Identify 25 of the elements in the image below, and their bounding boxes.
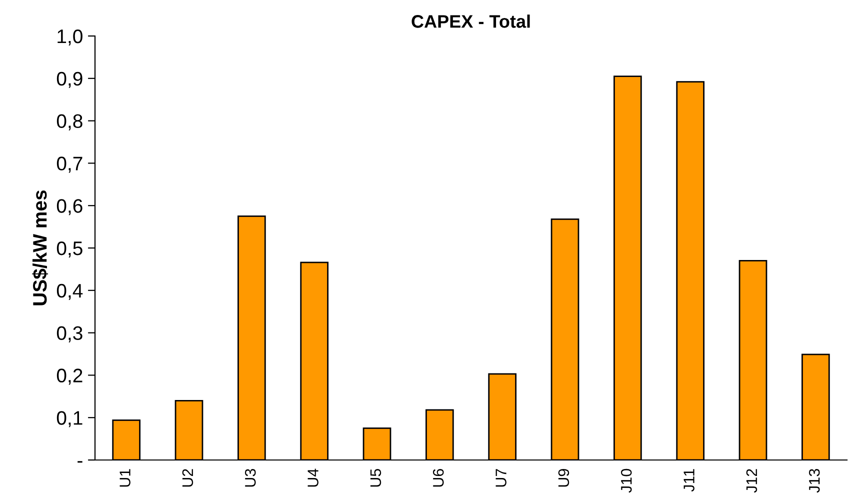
chart-title: CAPEX - Total: [412, 14, 530, 28]
x-tick-label: J12: [746, 469, 758, 493]
y-tick-label: 1,0: [58, 29, 82, 46]
x-tick-label: U7: [496, 469, 506, 487]
x-tick-label: J10: [620, 468, 632, 493]
x-tick-label: U2: [182, 469, 194, 487]
x-tick-label: J11: [684, 469, 694, 492]
y-tick-label: 0,2: [56, 368, 82, 385]
x-tick-label: U3: [244, 469, 256, 487]
y-tick-label: 0,7: [56, 156, 82, 173]
y-tick-label: 0,9: [56, 72, 82, 88]
y-axis-title: US$/kW mes: [32, 190, 48, 306]
y-tick-label: 0,6: [56, 199, 82, 216]
x-tick-label: U4: [308, 468, 318, 487]
x-tick-label: U5: [370, 468, 382, 487]
y-tick-label: 0,8: [56, 114, 82, 130]
x-tick-label: U1: [120, 469, 130, 487]
x-tick-label: U6: [432, 469, 444, 487]
y-tick-label: 0,3: [56, 326, 82, 342]
x-tick-label: U9: [558, 469, 570, 487]
y-tick-label: 0,4: [56, 284, 83, 300]
y-tick-label: -: [78, 461, 82, 463]
x-tick-label: J13: [808, 469, 820, 493]
y-tick-label: 0,5: [56, 241, 82, 258]
y-tick-label: 0,1: [56, 411, 82, 428]
